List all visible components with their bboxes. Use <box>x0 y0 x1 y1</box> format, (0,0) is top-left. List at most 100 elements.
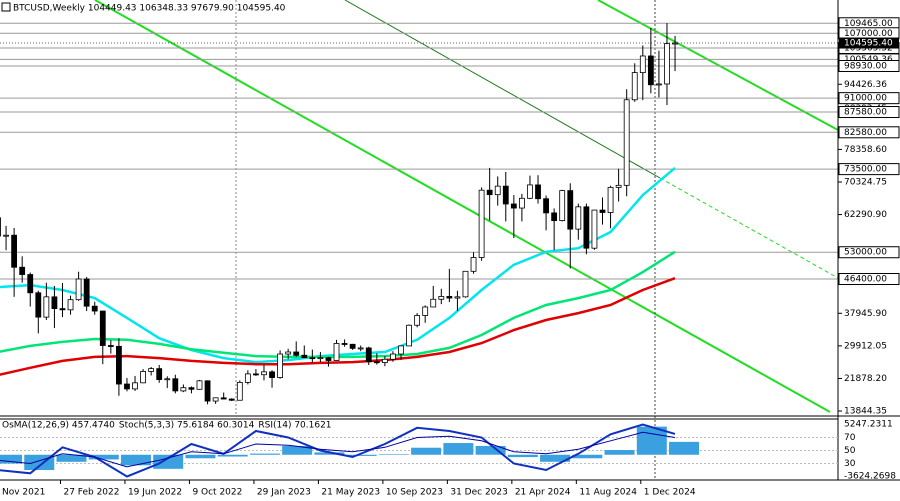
candle-body <box>172 378 179 392</box>
x-tick-label: 11 Aug 2024 <box>579 488 637 498</box>
x-tick-label: 21 May 2023 <box>321 488 380 498</box>
x-tick-label: 9 Oct 2022 <box>192 488 242 498</box>
candle-body <box>132 382 138 390</box>
osma-tick-label: 5247.2311 <box>844 420 893 430</box>
candle-body <box>438 296 445 300</box>
candle-body <box>43 296 50 318</box>
x-tick-label: 29 Jan 2023 <box>257 488 311 498</box>
x-tick-label: 21 Apr 2024 <box>515 488 571 498</box>
indicator-title: OsMA(12,26,9) 457.4740 <box>2 421 115 431</box>
candle-body <box>615 184 622 188</box>
candle-body <box>212 397 219 402</box>
trend-line <box>659 177 839 279</box>
candle-body <box>623 99 630 186</box>
candle-body <box>575 206 582 230</box>
x-tick-label: Nov 2021 <box>2 488 45 498</box>
candle-body <box>116 345 122 385</box>
osma-bar <box>56 454 87 462</box>
candle-body <box>494 185 501 196</box>
osma-bar <box>636 426 667 455</box>
candle-body <box>27 274 34 294</box>
level-label: 46400.00 <box>844 275 887 285</box>
rsi-tick-label: 30 <box>844 459 856 469</box>
osma-bar <box>346 454 377 456</box>
candle-body <box>253 373 259 376</box>
osma-bar <box>411 447 442 455</box>
candle-body <box>107 345 114 347</box>
candle-body <box>631 72 638 101</box>
x-tick-label: 27 Feb 2022 <box>63 488 119 498</box>
level-label-box <box>838 273 900 286</box>
y-tick-label: 62290.90 <box>844 210 887 220</box>
trend-line <box>94 0 831 413</box>
rsi-tick-label: 50 <box>844 446 856 456</box>
candle-body <box>148 368 155 372</box>
candle-body <box>51 296 58 310</box>
y-tick-label: 29912.05 <box>844 341 887 351</box>
candle-body <box>583 206 590 249</box>
candle-body <box>373 361 380 364</box>
osma-bar <box>120 454 151 466</box>
level-label: 73500.00 <box>844 165 887 175</box>
level-label: 98930.00 <box>844 61 887 71</box>
candle-body <box>381 358 388 363</box>
candle-body <box>349 343 356 349</box>
stoch-line <box>0 423 676 478</box>
candle-body <box>430 298 437 308</box>
level-label-box <box>838 106 900 119</box>
candle-body <box>309 357 316 360</box>
candle-body <box>422 306 429 316</box>
y-tick-label: 13844.35 <box>844 407 887 417</box>
candle-body <box>0 217 1 237</box>
candle-body <box>220 397 227 400</box>
candle-body <box>75 278 82 301</box>
level-label-box <box>838 59 900 72</box>
level-label: 100549.36 <box>844 55 893 65</box>
candle-body <box>519 197 525 209</box>
candle-body <box>317 357 324 360</box>
level-label-box <box>838 126 900 139</box>
candle-body <box>236 382 243 401</box>
candle-body <box>470 257 477 272</box>
trend-line <box>597 0 839 131</box>
osma-bar <box>217 454 248 457</box>
y-tick-label: 21878.20 <box>844 374 887 384</box>
x-tick-label: 1 Dec 2024 <box>644 488 696 498</box>
candle-body <box>67 299 74 311</box>
candle-body <box>599 209 606 213</box>
y-tick-label: 78358.60 <box>844 145 887 155</box>
level-label-box <box>838 246 900 259</box>
osma-bar <box>185 454 216 459</box>
candle-body <box>11 234 18 268</box>
candle-body <box>510 203 517 209</box>
osma-bar <box>475 445 506 455</box>
candle-body <box>156 368 163 380</box>
osma-bar <box>443 443 474 455</box>
trend-line <box>344 0 661 179</box>
candle-body <box>591 209 598 249</box>
level-label: 91000.00 <box>844 94 887 104</box>
level-label-box <box>838 163 900 176</box>
level-label: 53000.00 <box>844 248 887 258</box>
x-tick-label: 10 Sep 2023 <box>386 488 443 498</box>
osma-bar <box>282 445 313 455</box>
candle-body <box>91 305 98 312</box>
rsi-line <box>0 431 676 468</box>
candle-body <box>357 347 364 350</box>
candle-body <box>639 55 646 74</box>
candle-body <box>19 266 26 275</box>
candle-body <box>277 353 284 378</box>
y-tick-label: 94426.36 <box>844 80 887 90</box>
candle-body <box>140 371 146 384</box>
level-label: 107000.00 <box>844 29 893 39</box>
osma-bar <box>314 452 345 455</box>
candle-body <box>607 186 614 213</box>
candle-body <box>188 387 195 390</box>
candle-body <box>446 296 453 299</box>
rsi-tick-label: 70 <box>844 433 856 443</box>
candle-body <box>261 371 267 376</box>
osma-bar <box>0 454 22 464</box>
candle-body <box>124 383 130 390</box>
candle-body <box>269 371 275 378</box>
candle-body <box>478 189 485 258</box>
